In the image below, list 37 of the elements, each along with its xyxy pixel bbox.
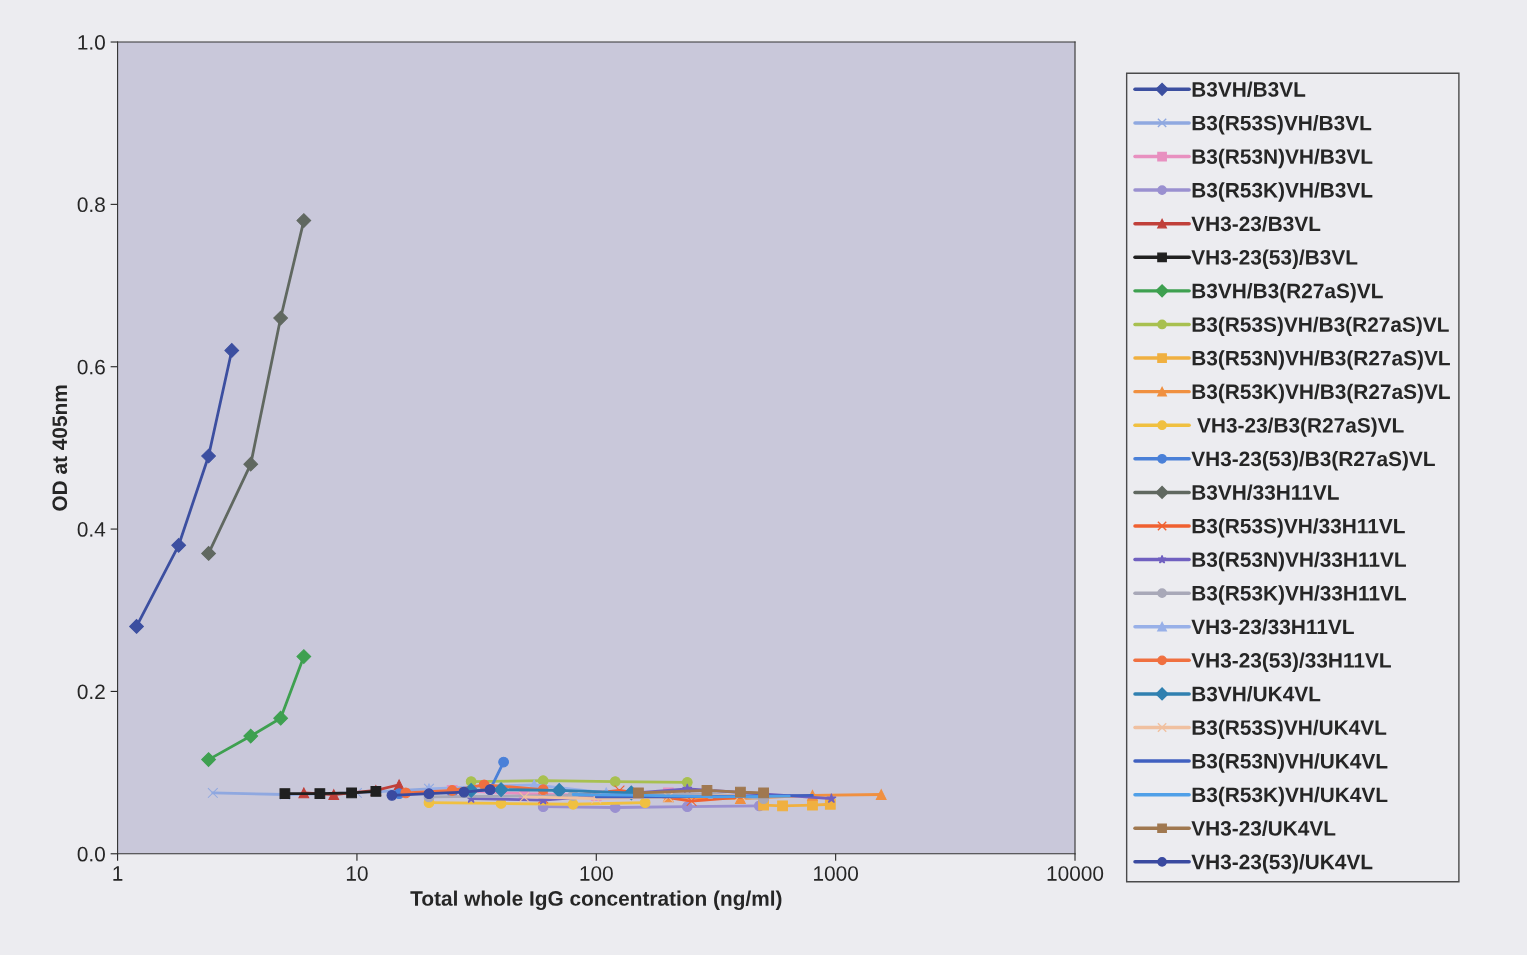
- legend-label: B3(R53N)VH/B3(R27aS)VL: [1192, 350, 1450, 370]
- legend-label: VH3-23/33H11VL: [1191, 618, 1354, 635]
- y-tick-label: 1.0: [78, 35, 105, 50]
- x-axis-title: Total whole IgG concentration (ng/ml): [410, 890, 782, 911]
- x-tick-label: 1000: [814, 866, 859, 881]
- legend-label: B3(R53K)VH/B3VL: [1192, 182, 1373, 202]
- legend-label: B3(R53N)VH/UK4VL: [1192, 753, 1388, 773]
- y-tick-label: 0.6: [77, 359, 105, 375]
- legend-label: B3VH/33H11VL: [1192, 484, 1339, 501]
- x-tick-label: 1: [113, 866, 123, 881]
- legend-label: VH3-23(53)/B3(R27aS)VL: [1191, 451, 1435, 471]
- legend-label: VH3-23(53)/UK4VL: [1191, 854, 1373, 874]
- y-tick-label: 0.0: [77, 846, 105, 862]
- y-tick-label: 0.4: [77, 522, 106, 537]
- legend-label: B3VH/B3(R27aS)VL: [1192, 283, 1383, 303]
- x-tick-label: 10000: [1047, 866, 1104, 881]
- legend-label: B3VH/UK4VL: [1192, 686, 1321, 702]
- x-tick-label: 10: [346, 866, 368, 881]
- x-tick-label: 100: [580, 866, 613, 881]
- legend-label: B3(R53K)VH/UK4VL: [1192, 786, 1388, 807]
- y-tick-label: 0.8: [77, 197, 105, 213]
- legend-label: VH3-23/B3VL: [1191, 215, 1321, 232]
- legend-label: B3(R53N)VH/33H11VL: [1192, 551, 1406, 572]
- legend-label: B3(R53N)VH/B3VL: [1192, 148, 1373, 169]
- legend-label: B3(R53K)VH/B3(R27aS)VL: [1192, 383, 1450, 404]
- legend-label: B3(R53S)VH/B3VL: [1192, 115, 1372, 135]
- y-tick-label: 0.2: [77, 684, 105, 700]
- legend-label: VH3-23/UK4VL: [1191, 820, 1336, 836]
- legend-label: B3VH/B3VL: [1192, 81, 1306, 98]
- legend-label: VH3-23/B3(R27aS)VL: [1197, 417, 1404, 437]
- legend-label: B3(R53S)VH/33H11VL: [1192, 518, 1405, 538]
- y-axis-title: OD at 405nm: [52, 385, 68, 511]
- legend-label: B3(R53K)VH/33H11VL: [1192, 585, 1406, 605]
- legend-label: B3(R53S)VH/UK4VL: [1192, 719, 1387, 740]
- legend-label: VH3-23(53)/33H11VL: [1191, 652, 1391, 672]
- legend-label: VH3-23(53)/B3VL: [1191, 249, 1358, 269]
- legend-label: B3(R53S)VH/B3(R27aS)VL: [1192, 316, 1449, 337]
